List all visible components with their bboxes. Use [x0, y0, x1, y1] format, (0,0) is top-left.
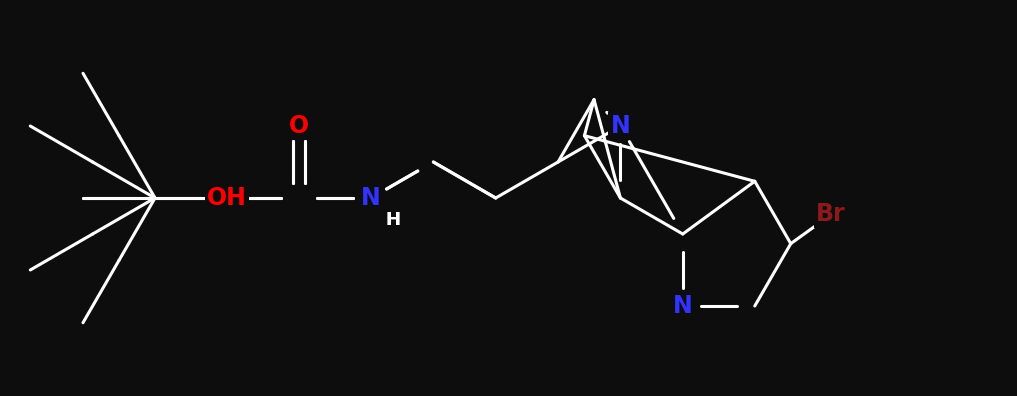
Text: Br: Br — [816, 202, 845, 226]
Text: H: H — [385, 211, 401, 229]
Text: OH: OH — [207, 186, 247, 210]
Text: N: N — [610, 114, 631, 138]
Text: N: N — [361, 186, 381, 210]
Text: N: N — [673, 294, 693, 318]
Text: O: O — [217, 186, 237, 210]
Text: O: O — [289, 114, 309, 138]
Text: H: H — [385, 211, 401, 229]
Text: O: O — [289, 114, 309, 138]
Text: N: N — [361, 186, 381, 210]
